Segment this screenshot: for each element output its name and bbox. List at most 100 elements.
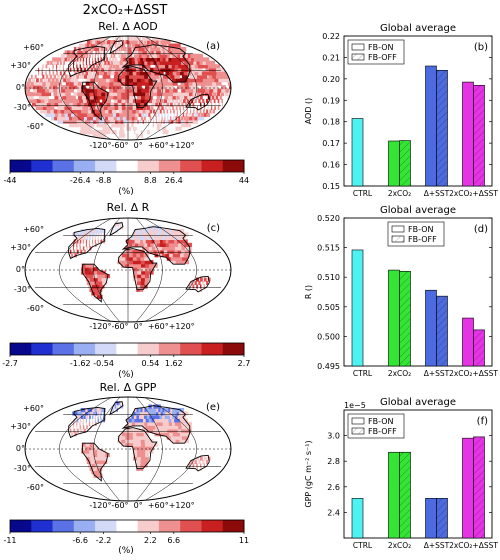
map-cell xyxy=(113,95,119,100)
map-cell xyxy=(92,232,96,237)
map-cell xyxy=(46,105,55,110)
map-cell xyxy=(175,78,182,83)
map-cell xyxy=(97,239,99,244)
map-cell xyxy=(180,109,182,114)
map-cell xyxy=(149,249,156,254)
map-cell xyxy=(161,105,164,110)
map-cell xyxy=(181,88,186,93)
map-cell xyxy=(138,64,144,69)
graticule xyxy=(25,397,231,501)
map-cell xyxy=(193,109,195,114)
map-cell xyxy=(95,463,101,468)
map-cell xyxy=(193,85,198,90)
map-cell xyxy=(166,74,173,79)
colorbar-swatch xyxy=(116,160,139,172)
map-cell xyxy=(128,40,131,45)
map-cell xyxy=(158,253,164,258)
map-cell xyxy=(89,263,94,268)
map-cell xyxy=(139,53,144,58)
colorbar: -44 -26.4 -8.8 8.8 26.4 44 xyxy=(3,159,249,185)
map-cell xyxy=(179,418,188,423)
map-cell xyxy=(70,78,75,83)
map-cell xyxy=(42,81,46,86)
map-cell xyxy=(117,50,120,55)
map-cell xyxy=(139,119,142,124)
map-cell xyxy=(92,71,96,76)
map-cell xyxy=(125,435,130,440)
map-cell xyxy=(135,112,139,117)
map-cell xyxy=(172,253,179,258)
map-cell xyxy=(40,98,48,104)
map-cell xyxy=(150,71,157,76)
map-cell xyxy=(81,449,86,454)
map-cell xyxy=(195,67,203,72)
map-cell xyxy=(193,74,200,79)
map-cell xyxy=(180,432,187,437)
map-cell xyxy=(172,50,181,55)
map-cell xyxy=(79,64,81,69)
map-cell xyxy=(85,60,87,65)
map-title: Rel. Δ R xyxy=(107,201,150,214)
map-cell xyxy=(192,102,195,107)
map-cell xyxy=(183,432,191,437)
map-cell xyxy=(91,291,98,296)
map-cell xyxy=(196,81,202,86)
map-cell xyxy=(97,232,100,237)
map-cell xyxy=(144,277,149,282)
map-cell xyxy=(151,425,158,430)
map-cell xyxy=(137,267,142,272)
colorbar-swatch xyxy=(137,160,160,172)
map-cell xyxy=(118,46,121,52)
map-cell xyxy=(137,270,142,275)
map-cell xyxy=(165,85,170,90)
colorbar-unit: (%) xyxy=(118,546,134,556)
map-cell xyxy=(98,60,100,65)
map-cell xyxy=(179,239,188,244)
map-cell xyxy=(109,64,113,69)
map-cell xyxy=(155,102,159,107)
map-cell xyxy=(66,67,68,72)
map-cell xyxy=(168,81,174,86)
map-cell xyxy=(119,50,122,55)
map-cell xyxy=(200,112,204,117)
map-cell xyxy=(116,112,121,117)
coastline-south-america xyxy=(81,442,109,482)
map-cell xyxy=(79,242,81,247)
map-cell xyxy=(198,78,205,83)
map-cell xyxy=(97,50,100,55)
map-cell xyxy=(101,81,106,86)
map-cell xyxy=(198,459,201,465)
panel-label: (d) xyxy=(474,224,488,235)
map-cell xyxy=(119,36,121,41)
map-cell xyxy=(76,421,78,426)
map-cell xyxy=(192,81,198,86)
map-cell xyxy=(145,119,147,124)
map-cell xyxy=(179,98,182,104)
map-cell xyxy=(101,453,107,458)
lon-labels: -120°-60° 0° +60°+120° xyxy=(89,501,194,510)
map-cell xyxy=(204,105,206,110)
map-cell xyxy=(118,401,120,406)
lat-label: +60° xyxy=(23,225,44,234)
map-cell xyxy=(36,78,39,83)
y-tick-label: 0.15 xyxy=(322,182,340,191)
legend-swatch-hatch xyxy=(352,54,364,60)
graticule xyxy=(25,218,231,322)
map-cell xyxy=(111,130,117,135)
map-cell xyxy=(159,421,166,426)
map-cell xyxy=(112,46,114,52)
map-cell xyxy=(73,81,78,86)
map-cell xyxy=(167,112,169,117)
map-cell xyxy=(139,109,143,114)
map-cell xyxy=(181,74,188,79)
map-cell xyxy=(160,428,167,433)
map-cell xyxy=(155,64,161,69)
map-cell xyxy=(131,123,134,128)
map-cell xyxy=(116,43,118,48)
map-cell xyxy=(189,85,194,90)
map-cell xyxy=(113,60,117,65)
map-cell xyxy=(222,78,229,83)
map-cell xyxy=(64,74,68,79)
map-cell xyxy=(122,109,127,114)
colorbar-swatch xyxy=(10,343,32,355)
